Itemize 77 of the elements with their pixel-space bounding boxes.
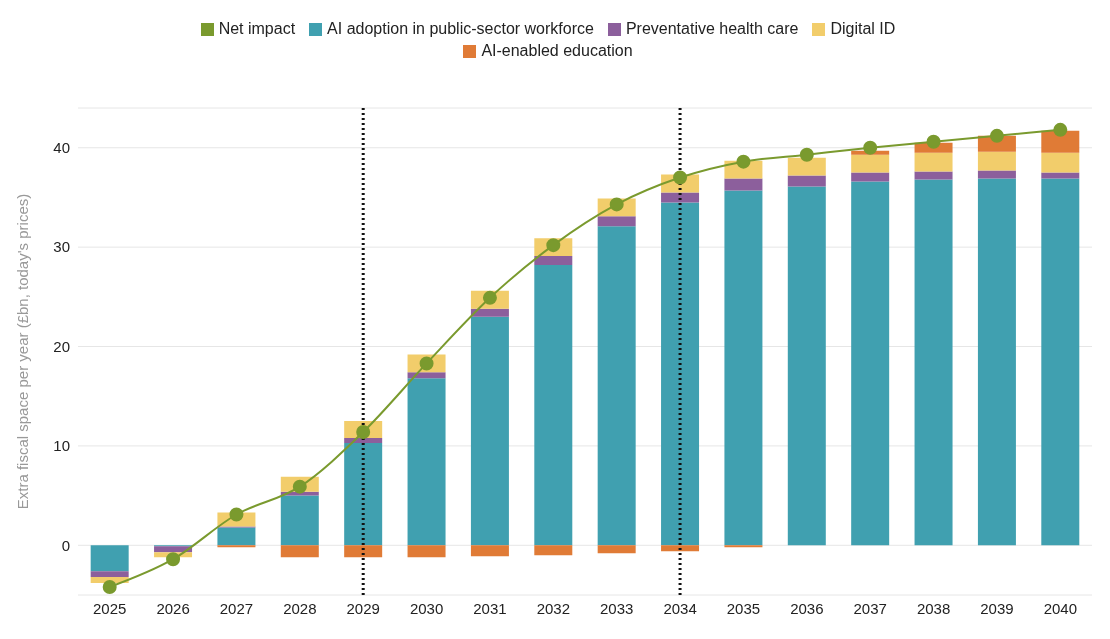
bar (534, 545, 573, 556)
x-tick-label: 2029 (346, 599, 380, 617)
x-tick-label: 2027 (219, 599, 254, 617)
bar (470, 545, 509, 557)
x-tick-label: 2033 (600, 599, 634, 617)
bar (851, 181, 890, 546)
point (799, 147, 814, 162)
bar (977, 151, 1016, 171)
bar (407, 372, 446, 379)
y-tick-label: 20 (53, 337, 70, 355)
legend-label: AI adoption in public-sector workforce (326, 19, 594, 39)
legend-label: AI-enabled education (480, 41, 633, 61)
bar (724, 190, 763, 546)
point (166, 552, 181, 567)
bar (787, 157, 826, 176)
bar (597, 216, 636, 227)
bar (1041, 172, 1080, 179)
bar (217, 527, 256, 546)
point (1053, 122, 1068, 137)
x-tick-label: 2037 (853, 599, 887, 617)
bar (787, 175, 826, 187)
bar (344, 442, 383, 546)
x-tick-label: 2026 (156, 599, 190, 617)
bar (851, 172, 890, 182)
bar (661, 545, 700, 552)
legend-label: Net impact (217, 19, 296, 39)
bar (407, 378, 446, 546)
bar (1041, 178, 1080, 546)
x-tick-label: 2039 (980, 599, 1014, 617)
bar (280, 495, 319, 546)
x-tick-label: 2038 (916, 599, 951, 617)
y-tick-label: 40 (53, 139, 70, 157)
y-axis-title: Extra fiscal space per year (£bn, today's prices) (14, 193, 32, 510)
bar (914, 179, 953, 546)
bar (1041, 130, 1080, 153)
x-tick-label: 2034 (663, 599, 697, 617)
y-tick-label: 0 (61, 536, 70, 554)
point (863, 140, 878, 155)
point (229, 507, 244, 522)
bar (661, 192, 700, 203)
bar (534, 256, 573, 266)
bar (90, 571, 129, 578)
bar (597, 545, 636, 554)
bar (1041, 152, 1080, 173)
bar (851, 154, 890, 173)
bar (407, 545, 446, 558)
bar (724, 178, 763, 191)
point (736, 154, 751, 169)
bar (534, 265, 573, 546)
bar (90, 545, 129, 572)
bar (661, 202, 700, 546)
x-tick-label: 2025 (93, 599, 127, 617)
x-tick-label: 2030 (409, 599, 444, 617)
bar (344, 545, 383, 558)
x-tick-label: 2035 (726, 599, 761, 617)
bar (787, 186, 826, 546)
y-tick-label: 10 (53, 437, 70, 455)
bar (977, 178, 1016, 546)
bar (470, 308, 509, 317)
bar (154, 546, 193, 553)
legend-label: Preventative health care (624, 19, 799, 39)
point (989, 128, 1004, 143)
x-tick-label: 2028 (283, 599, 317, 617)
bar (977, 170, 1016, 179)
legend-label: Digital ID (829, 19, 896, 39)
bar (280, 545, 319, 558)
y-tick-label: 30 (53, 238, 70, 256)
point (926, 134, 941, 149)
x-tick-label: 2032 (536, 599, 570, 617)
x-tick-label: 2036 (790, 599, 824, 617)
x-tick-label: 2031 (473, 599, 507, 617)
bar (470, 316, 509, 546)
bar (914, 152, 953, 172)
x-tick-label: 2040 (1043, 599, 1077, 617)
bar (914, 171, 953, 180)
bar (597, 226, 636, 546)
point (102, 580, 117, 595)
